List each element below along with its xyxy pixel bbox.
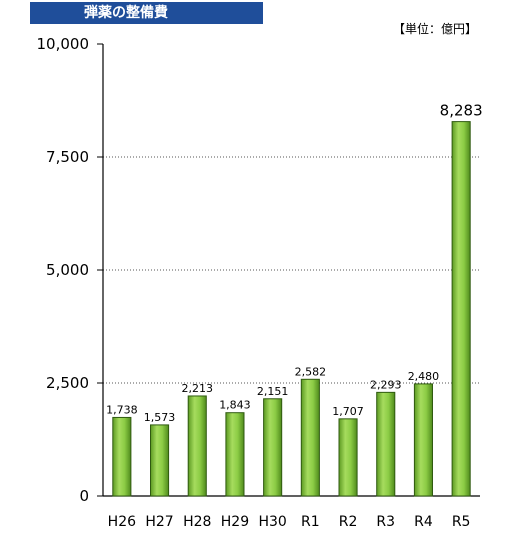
bar-H28 [187,395,207,497]
x-tick-label-H27: H27 [145,514,173,530]
chart-title: 弾薬の整備費 [30,2,263,24]
labels: 0 2,500 5,000 7,500 10,000 1,738 H26 1,573 H27 2,… [37,35,483,530]
bar-R1 [300,378,320,497]
data-label-R1: 2,582 [295,365,327,378]
y-tick-label: 0 [79,487,89,505]
bars [112,121,471,497]
data-label-H30: 2,151 [257,385,289,398]
data-label-R5: 8,283 [440,102,483,120]
data-label-H29: 1,843 [219,399,251,412]
y-tick-label: 7,500 [46,148,89,166]
x-tick-label-H28: H28 [183,514,211,530]
x-tick-label-H26: H26 [108,514,136,530]
y-tick-label: 10,000 [37,35,90,53]
bar-H26 [112,416,132,497]
x-tick-label-R1: R1 [301,514,320,530]
x-tick-label-R5: R5 [452,514,471,530]
bar-R5 [451,121,471,497]
bar-R4 [413,383,433,497]
y-tick-label: 2,500 [46,374,89,392]
data-label-H26: 1,738 [106,403,138,416]
data-label-R3: 2,293 [370,378,402,391]
bar-R2 [338,418,358,497]
x-tick-label-R3: R3 [376,514,395,530]
bar-H30 [263,398,283,497]
x-tick-label-H29: H29 [221,514,249,530]
bar-H27 [150,424,170,497]
data-label-H28: 2,213 [182,382,214,395]
bar-R3 [376,391,396,497]
x-tick-label-R2: R2 [339,514,358,530]
y-tick-label: 5,000 [46,261,89,279]
data-label-R2: 1,707 [332,405,364,418]
x-tick-label-H30: H30 [258,514,286,530]
gridlines [103,156,480,384]
bar-H29 [225,412,245,497]
data-label-R4: 2,480 [408,370,440,383]
x-tick-label-R4: R4 [414,514,433,530]
data-label-H27: 1,573 [144,411,176,424]
unit-label: 【単位：億円】 [392,22,477,36]
